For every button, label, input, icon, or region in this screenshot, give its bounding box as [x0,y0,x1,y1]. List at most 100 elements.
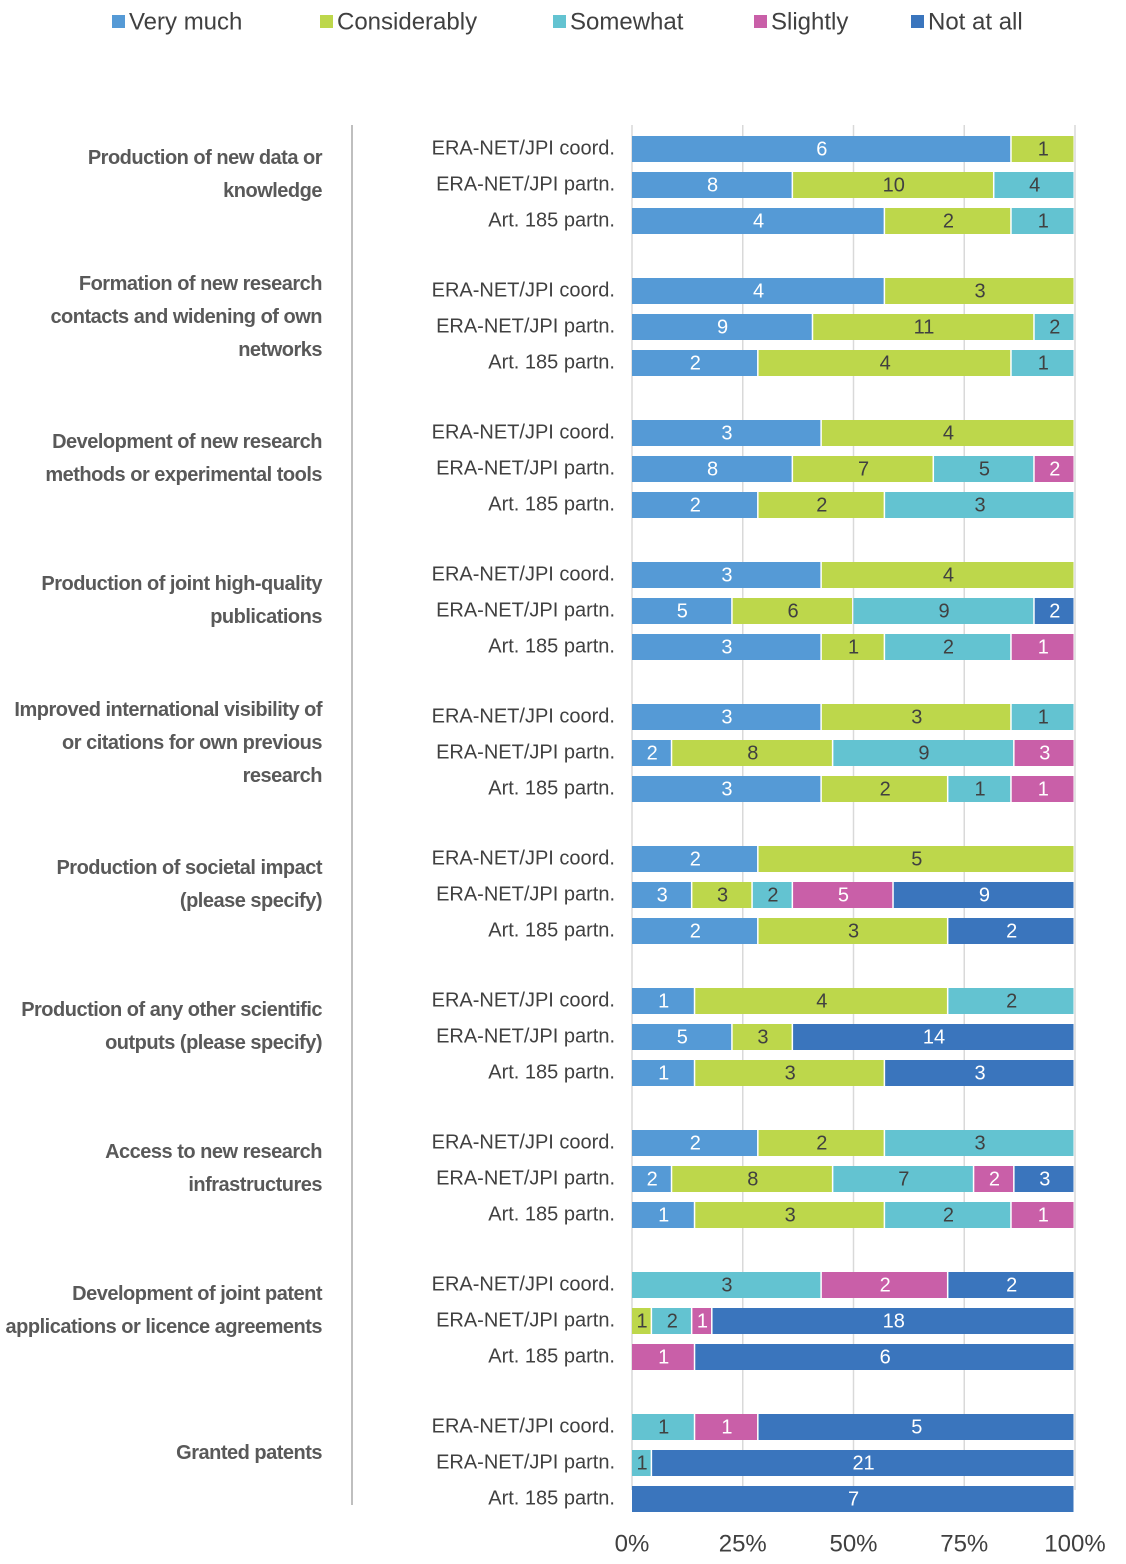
bar-segment [632,776,821,802]
bar-segment [732,598,852,624]
row-label: Art. 185 partn. [488,493,615,515]
row-label: Art. 185 partn. [488,1203,615,1225]
data-label: 2 [667,1310,678,1332]
data-label: 5 [911,1416,922,1438]
bar-segment [821,420,1074,446]
data-label: 1 [1038,1204,1049,1226]
data-label: 2 [816,1132,827,1154]
data-label: 2 [1006,920,1017,942]
data-label: 3 [1039,742,1050,764]
bar-segment [632,1486,1074,1512]
row-label: ERA-NET/JPI partn. [436,315,615,337]
bar-segment [1034,314,1074,340]
bar-segment [793,1024,1074,1050]
group-label: Formation of new research contacts and w… [50,272,322,361]
bar-segment [821,562,1074,588]
data-label: 10 [883,174,905,196]
bar-segment [695,1344,1074,1370]
bar-segment [632,136,1011,162]
x-tick-label: 75% [940,1530,988,1557]
data-label: 18 [883,1310,905,1332]
data-label: 3 [848,920,859,942]
data-label: 3 [975,280,986,302]
bar-segment [632,420,821,446]
bar-segment [632,314,812,340]
bar-segment [893,882,1074,908]
row-label: ERA-NET/JPI coord. [432,279,615,301]
data-label: 2 [1006,1274,1017,1296]
bar-segment [821,704,1011,730]
x-tick-label: 25% [719,1530,767,1557]
bar-segment [833,740,1014,766]
data-label: 4 [943,564,954,586]
bar-segment [632,1308,651,1334]
legend-swatch [911,15,924,28]
row-label: ERA-NET/JPI coord. [432,705,615,727]
data-label: 1 [658,1204,669,1226]
group-label: Improved international visibility of or … [14,698,322,787]
row-label: Art. 185 partn. [488,919,615,941]
data-label: 3 [721,778,732,800]
data-label: 2 [880,1274,891,1296]
data-label: 3 [721,422,732,444]
data-label: 11 [914,316,935,338]
row-label: ERA-NET/JPI coord. [432,137,615,159]
data-label: 2 [647,1168,658,1190]
bar-segment [948,1272,1074,1298]
bar-segment [632,1024,732,1050]
data-label: 3 [657,884,668,906]
data-label: 2 [880,778,891,800]
bar-segment [632,598,732,624]
data-label: 4 [753,210,764,232]
bar-segment [632,1344,694,1370]
data-label: 1 [637,1310,648,1332]
data-label: 4 [1029,174,1040,196]
data-label: 5 [911,848,922,870]
data-label: 4 [753,280,764,302]
bar-segment [974,1166,1014,1192]
bar-segment [885,1130,1074,1156]
bar-segment [632,1060,694,1086]
data-label: 7 [858,458,869,480]
group-label: Production of societal impact (please sp… [56,857,322,912]
data-label: 3 [757,1026,768,1048]
row-label: Art. 185 partn. [488,635,615,657]
row-label: ERA-NET/JPI coord. [432,1415,615,1437]
row-label: ERA-NET/JPI partn. [436,1451,615,1473]
bar-segment [821,776,947,802]
data-label: 3 [975,494,986,516]
data-label: 4 [880,352,891,374]
bar-segment [632,562,821,588]
legend-label: Considerably [337,8,477,35]
data-label: 5 [979,458,990,480]
data-label: 2 [690,920,701,942]
bar-segment [813,314,1034,340]
group-label: Granted patents [176,1441,322,1464]
data-label: 14 [923,1026,945,1048]
bar-segment [752,882,792,908]
bar-segment [695,1060,884,1086]
data-label: 2 [647,742,658,764]
data-label: 2 [1049,600,1060,622]
data-label: 3 [717,884,728,906]
bar-segment [994,172,1074,198]
data-label: 8 [747,1168,758,1190]
bar-segment [672,740,832,766]
bar-segment [793,172,993,198]
data-label: 4 [943,422,954,444]
bar-segment [948,988,1074,1014]
bar-segment [632,704,821,730]
data-label: 1 [1038,636,1049,658]
group-label: Production of joint high-quality publica… [41,573,322,628]
bar-segment [1034,456,1074,482]
data-label: 2 [767,884,778,906]
data-label: 3 [721,706,732,728]
data-label: 1 [697,1310,708,1332]
data-label: 1 [658,1062,669,1084]
data-label: 3 [721,636,732,658]
group-label: Development of new research methods or e… [45,431,322,486]
data-label: 2 [1006,990,1017,1012]
data-label: 7 [848,1488,859,1510]
bar-segment [758,918,947,944]
data-label: 21 [852,1452,874,1474]
